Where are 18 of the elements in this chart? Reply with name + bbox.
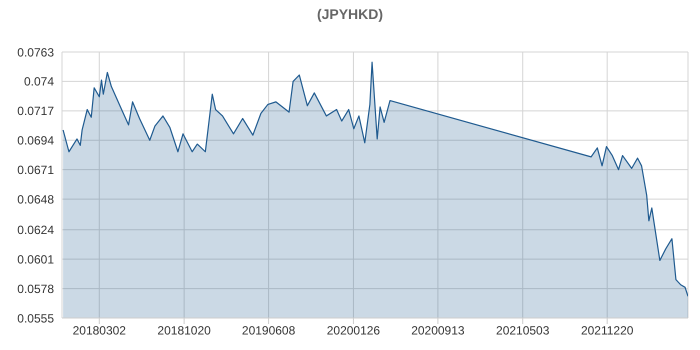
y-tick-label: 0.074	[24, 74, 54, 89]
y-tick-label: 0.0717	[17, 104, 54, 118]
y-tick-label: 0.0601	[17, 252, 54, 266]
y-tick-label: 0.0578	[17, 282, 54, 296]
chart-title: (JPYHKD)	[316, 6, 384, 22]
x-tick-label: 20180302	[72, 324, 126, 338]
x-tick-label: 20210503	[496, 324, 550, 338]
y-tick-label: 0.0648	[17, 192, 54, 206]
x-tick-label: 20190608	[242, 324, 296, 338]
x-tick-label: 20200126	[326, 324, 380, 338]
x-tick-label: 20200913	[411, 324, 465, 338]
y-tick-label: 0.0671	[17, 162, 54, 177]
x-tick-label: 20181020	[157, 324, 212, 338]
x-tick-label: 20211220	[580, 324, 634, 338]
y-tick-label: 0.0555	[17, 311, 54, 326]
y-tick-label: 0.0624	[17, 223, 54, 238]
y-tick-label: 0.0694	[17, 134, 54, 148]
y-tick-label: 0.0763	[17, 45, 54, 60]
